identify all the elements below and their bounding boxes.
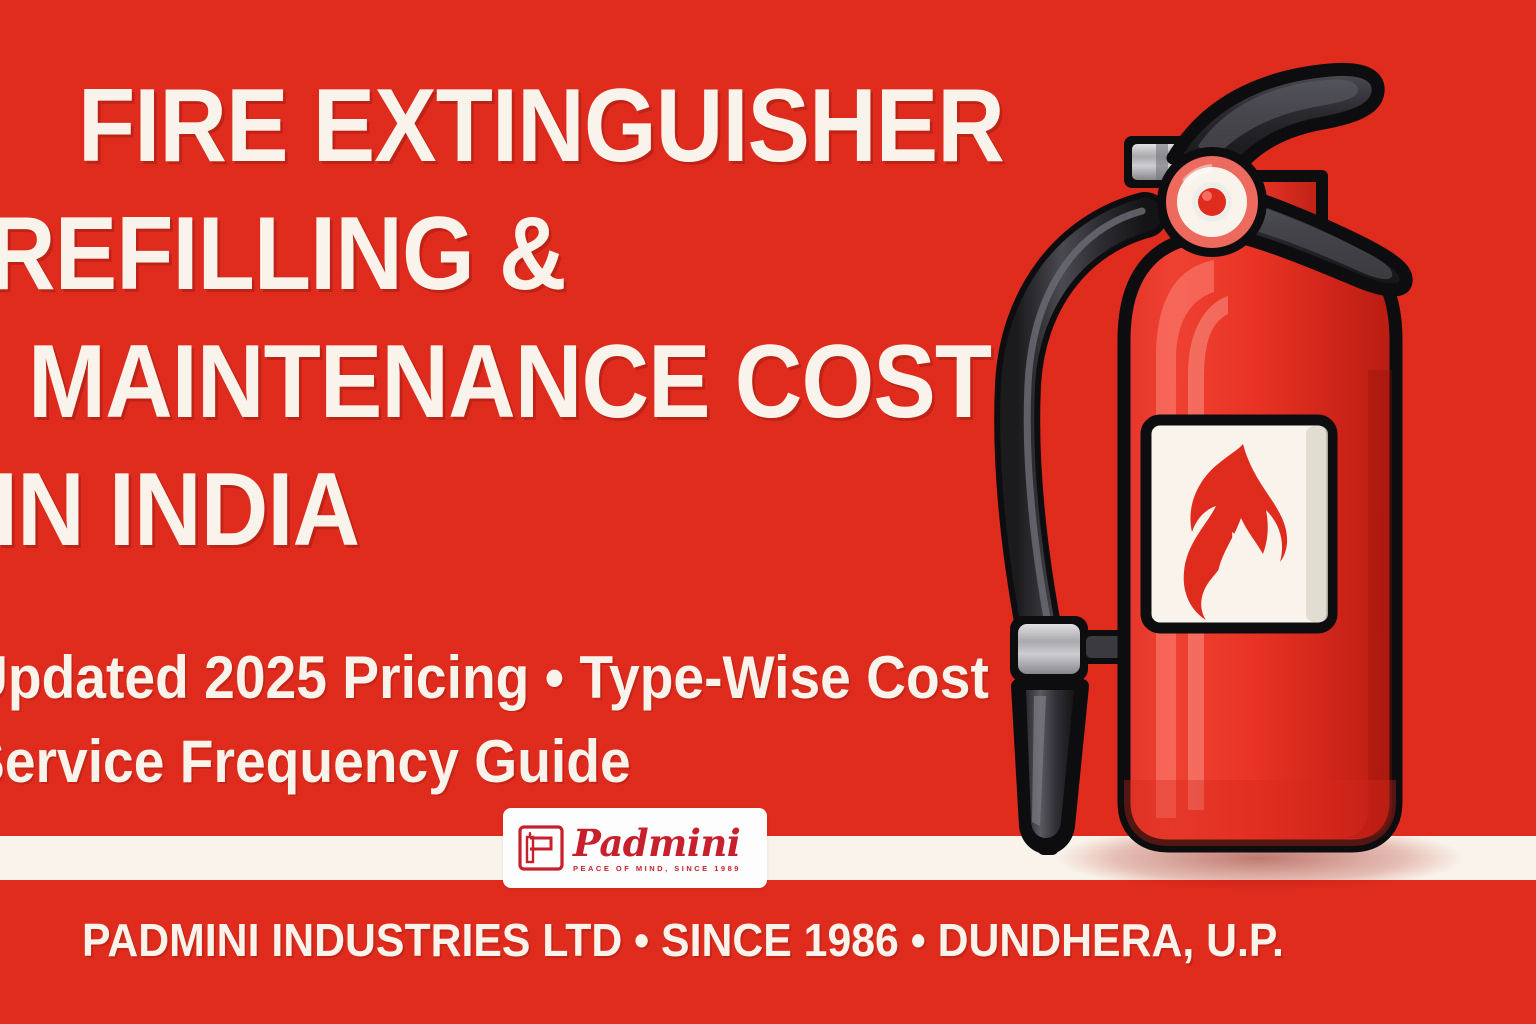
- padmini-wordmark: Padmini: [573, 820, 741, 865]
- padmini-logo-text: Padmini PEACE OF MIND, SINCE 1989: [573, 822, 753, 875]
- headline-line-3: MAINTENANCE COST: [28, 324, 992, 440]
- text-block: FIRE EXTINGUISHER REFILLING & MAINTENANC…: [0, 62, 1040, 795]
- subhead: Updated 2025 Pricing • Type-Wise Cost Se…: [0, 636, 1058, 804]
- headline-line-2: REFILLING &: [0, 196, 567, 312]
- subhead-line-2: Service Frequency Guide: [0, 728, 631, 795]
- headline-line-1: FIRE EXTINGUISHER: [78, 68, 1005, 184]
- padmini-p-monogram-icon: [517, 824, 565, 872]
- subhead-line-1: Updated 2025 Pricing • Type-Wise Cost: [0, 644, 989, 711]
- padmini-tagline: PEACE OF MIND, SINCE 1989: [573, 863, 741, 873]
- cylinder-base: [1124, 780, 1396, 846]
- fire-extinguisher-illustration: [960, 40, 1520, 930]
- footer-company-line: PADMINI INDUSTRIES LTD • SINCE 1986 • DU…: [82, 914, 1284, 966]
- headline: FIRE EXTINGUISHER REFILLING & MAINTENANC…: [0, 62, 1040, 574]
- footer: PADMINI INDUSTRIES LTD • SINCE 1986 • DU…: [82, 912, 1374, 968]
- flame-icon: [1183, 444, 1288, 620]
- padmini-logo-card[interactable]: Padmini PEACE OF MIND, SINCE 1989: [503, 808, 767, 888]
- body-highlight: [1156, 260, 1214, 818]
- headline-line-4: IN INDIA: [0, 452, 360, 568]
